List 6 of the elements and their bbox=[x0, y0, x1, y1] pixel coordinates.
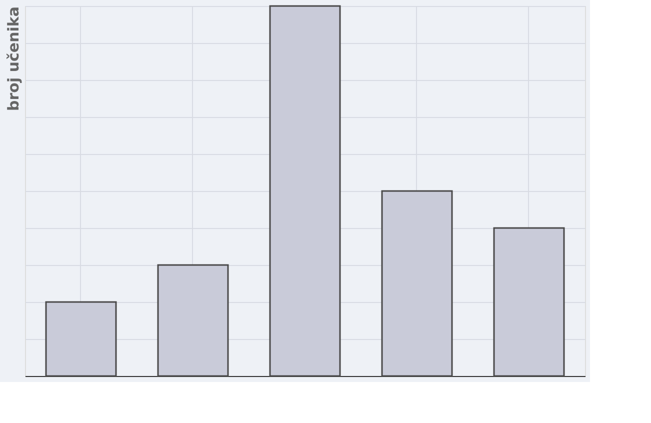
bar bbox=[157, 264, 229, 377]
bar bbox=[45, 301, 117, 377]
bar bbox=[493, 227, 565, 377]
bar bbox=[381, 190, 453, 377]
y-axis-title: broj učenika bbox=[4, 6, 22, 111]
bar bbox=[269, 5, 341, 377]
